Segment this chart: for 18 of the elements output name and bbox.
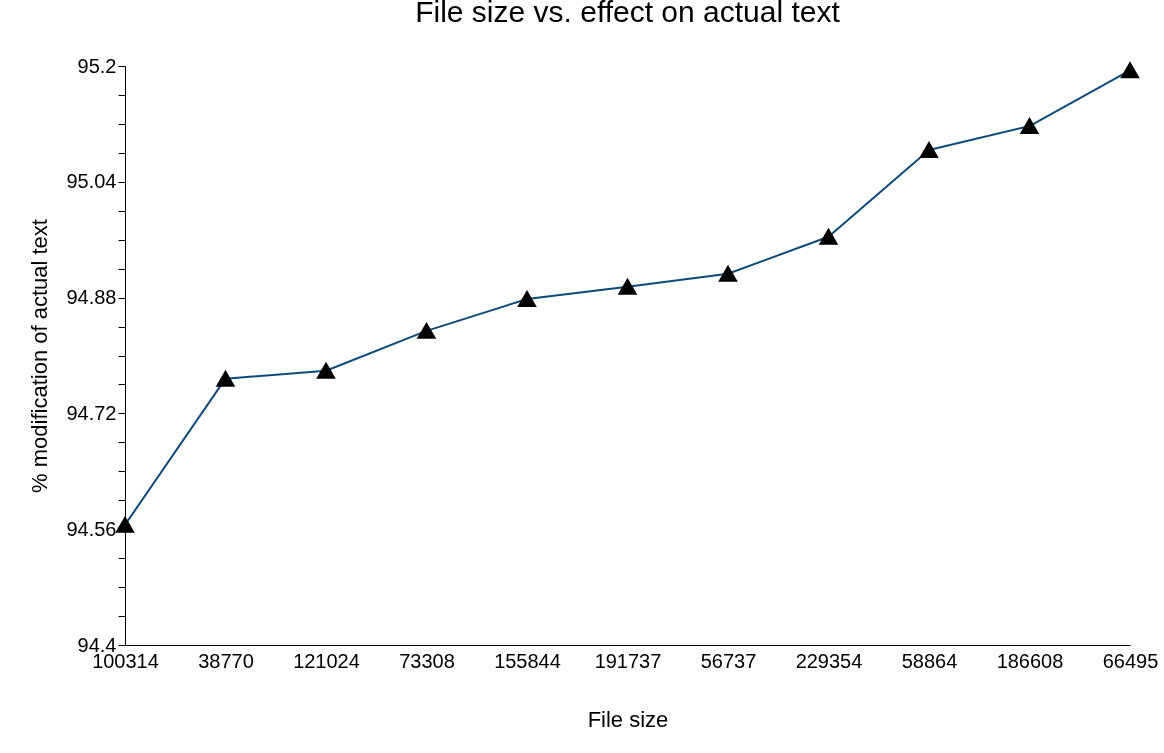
x-tick-label: 155844 [494,649,561,672]
y-axis-title: % modification of actual text [27,219,53,493]
y-tick-label: 94.72 [66,401,117,424]
x-tick-label: 56737 [700,649,757,672]
x-tick-label: 229354 [795,649,863,672]
x-tick-label: 73308 [399,649,455,672]
y-tick-label: 94.56 [66,517,117,540]
x-tick-label: 58864 [901,649,958,672]
x-tick-label: 186608 [996,649,1064,672]
x-axis-title: File size [587,706,669,732]
y-tick-label: 95.2 [77,54,117,77]
x-tick-label: 191737 [594,649,662,672]
x-tick-label: 38770 [198,649,254,672]
y-tick-label: 95.04 [66,170,117,193]
x-tick-label: 66495 [1102,649,1159,672]
y-tick-label: 94.88 [66,286,117,309]
chart-title: File size vs. effect on actual text [415,0,841,28]
x-tick-label: 121024 [293,649,360,672]
